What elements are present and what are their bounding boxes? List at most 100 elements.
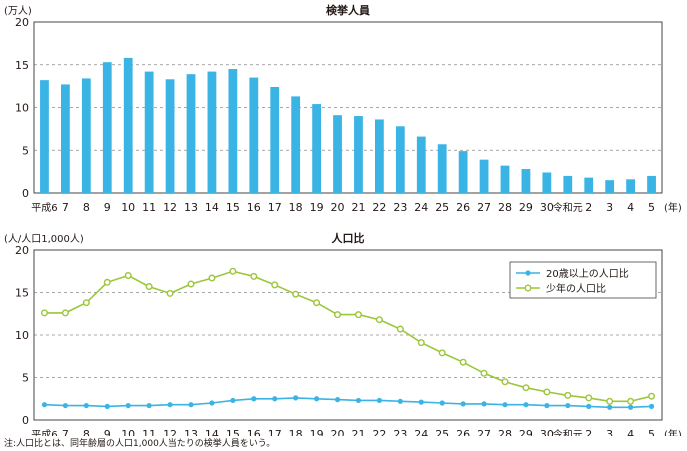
line-chart-x-tick-label: 16 xyxy=(247,428,261,436)
bar-chart-x-tick-label: 25 xyxy=(435,201,449,214)
series-point xyxy=(103,278,111,286)
series-point xyxy=(438,349,446,357)
series-point xyxy=(502,402,508,408)
series-point xyxy=(334,397,341,403)
series-point xyxy=(293,395,299,401)
line-chart-x-tick-label: 24 xyxy=(414,428,428,436)
bar-chart-x-tick-label: 12 xyxy=(163,201,177,214)
series-point xyxy=(648,392,656,400)
line-chart-x-tick-label: 27 xyxy=(477,428,491,436)
bar-chart-x-tick-label: 21 xyxy=(351,201,365,214)
bar-chart-plot-frame xyxy=(33,21,663,194)
series-point xyxy=(606,397,614,405)
bar-chart-x-tick-label: 29 xyxy=(519,201,533,214)
line-chart-x-tick-label: 8 xyxy=(83,428,90,436)
series-point xyxy=(544,402,550,409)
series-point xyxy=(166,289,174,297)
series-point xyxy=(104,403,110,409)
series-point xyxy=(523,402,529,408)
bar-chart-x-unit-label: (年) xyxy=(664,201,682,214)
series-point xyxy=(145,283,153,291)
series-point xyxy=(82,299,90,307)
bar xyxy=(647,175,656,193)
line-chart-x-tick-label: 10 xyxy=(121,428,135,436)
line-chart-x-tick-label: 25 xyxy=(435,428,449,436)
bar-chart-x-tick-label: 28 xyxy=(498,201,512,214)
series-point xyxy=(272,396,278,402)
series-point xyxy=(628,404,634,410)
series-point xyxy=(230,397,236,404)
bar-chart-x-tick-label: 9 xyxy=(104,201,111,214)
series-point xyxy=(314,396,320,402)
bar xyxy=(605,180,615,193)
line-chart-x-tick-label: 平成6 xyxy=(31,429,57,436)
bar xyxy=(375,119,384,193)
bar-chart-x-tick-label: 20 xyxy=(331,201,345,214)
series-point xyxy=(209,400,215,406)
bar-chart-x-tick-label: 26 xyxy=(456,201,470,214)
bar xyxy=(312,104,321,193)
bar-chart-x-tick-label: 13 xyxy=(184,201,198,214)
line-chart-x-tick-label: 30 xyxy=(540,428,554,436)
bar-chart-x-tick-label: 17 xyxy=(268,201,282,214)
line-chart-y-axis-label: (人/人口1,000人) xyxy=(4,233,84,245)
bar-chart-title: 検挙人員 xyxy=(326,3,370,17)
bar xyxy=(270,86,280,193)
bar xyxy=(437,144,447,193)
line-chart-y-tick-label: 15 xyxy=(15,287,29,300)
series-point xyxy=(250,272,258,280)
series-point xyxy=(313,299,321,307)
bar-chart-x-tick-label: 30 xyxy=(540,201,554,214)
series-point xyxy=(460,401,466,407)
bar xyxy=(144,71,154,193)
bar-chart-y-tick-label: 5 xyxy=(22,144,29,157)
series-point xyxy=(459,358,467,366)
bar-chart-x-tick-label: 14 xyxy=(205,201,219,214)
series-point xyxy=(375,316,383,324)
line-chart-x-tick-label: 令和元 xyxy=(553,428,583,436)
series-point xyxy=(543,388,551,396)
series-point xyxy=(417,339,425,347)
series-point xyxy=(439,400,445,406)
line-chart-x-tick-label: 19 xyxy=(310,428,324,436)
series-point xyxy=(648,403,655,409)
bar-chart-x-tick-label: 16 xyxy=(247,201,261,214)
bar xyxy=(563,175,573,193)
bar xyxy=(521,169,531,193)
series-point xyxy=(187,280,195,288)
line-chart-x-tick-label: 15 xyxy=(226,428,240,436)
line-chart-x-tick-label: 4 xyxy=(627,428,634,436)
line-chart-x-tick-label: 14 xyxy=(205,428,219,436)
series-point xyxy=(271,281,279,289)
bar xyxy=(354,116,363,193)
series-point xyxy=(41,402,48,408)
line-chart-x-tick-label: 2 xyxy=(585,428,592,436)
series-point xyxy=(40,309,48,317)
series-point xyxy=(355,397,362,404)
line-chart-x-tick-label: 17 xyxy=(268,428,282,436)
bar-chart-x-tick-label: 19 xyxy=(310,201,324,214)
bar-chart-x-tick-label: 5 xyxy=(648,201,655,214)
series-point xyxy=(418,399,424,405)
bar-chart-x-tick-label: 2 xyxy=(585,201,592,214)
series-point xyxy=(396,325,404,333)
bar xyxy=(207,71,217,193)
series-point xyxy=(565,402,571,409)
series-point xyxy=(354,311,362,319)
bar-chart-x-tick-label: 平成6 xyxy=(31,202,57,214)
bar xyxy=(249,77,259,193)
bar-chart-x-tick-label: 11 xyxy=(142,201,156,214)
bar-chart-y-tick-label: 20 xyxy=(15,16,29,29)
line-chart-x-tick-label: 22 xyxy=(372,428,386,436)
bar-chart-x-tick-label: 4 xyxy=(627,201,634,214)
footnote: 注:人口比とは、同年齢層の人口1,000人当たりの検挙人員をいう。 xyxy=(4,439,276,449)
series-point xyxy=(627,397,635,405)
series-point xyxy=(229,267,237,275)
series-point xyxy=(62,402,68,409)
line-chart-x-tick-label: 21 xyxy=(351,428,365,436)
series-point xyxy=(146,402,152,409)
line-chart-x-tick-label: 9 xyxy=(104,428,111,436)
bar-chart-x-tick-label: 3 xyxy=(606,201,613,214)
